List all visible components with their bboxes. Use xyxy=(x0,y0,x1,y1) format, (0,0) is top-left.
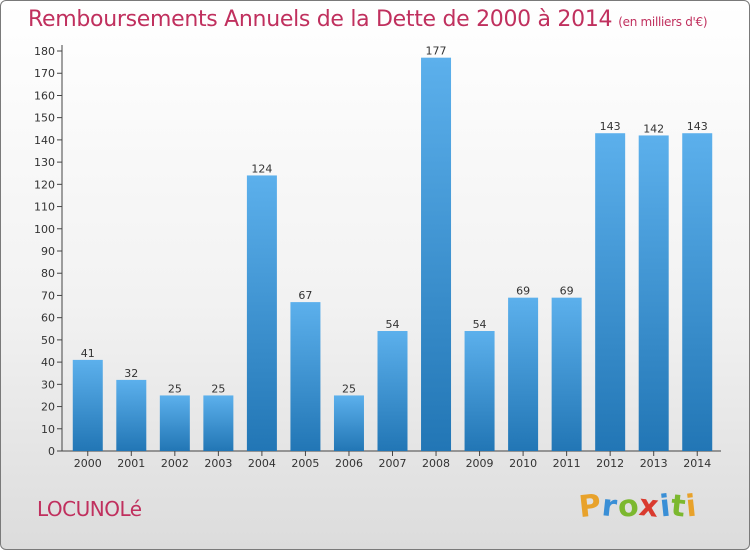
bar xyxy=(551,297,582,451)
y-tick-label: 30 xyxy=(41,378,55,391)
y-tick-label: 100 xyxy=(34,223,55,236)
x-tick-label: 2014 xyxy=(683,457,711,470)
x-tick-label: 2004 xyxy=(248,457,276,470)
bar-value-label: 143 xyxy=(600,120,621,133)
bar-value-label: 32 xyxy=(124,367,138,380)
y-tick-label: 10 xyxy=(41,423,55,436)
bar-value-label: 25 xyxy=(211,382,225,395)
x-tick-label: 2005 xyxy=(291,457,319,470)
x-tick-label: 2008 xyxy=(422,457,450,470)
bar-value-label: 41 xyxy=(81,347,95,360)
x-tick-label: 2003 xyxy=(204,457,232,470)
bar xyxy=(682,133,713,451)
bar xyxy=(116,379,147,451)
bar xyxy=(421,57,452,452)
logo-letter: i xyxy=(684,488,700,525)
bar xyxy=(377,331,408,451)
bar xyxy=(246,175,277,451)
bar-value-label: 142 xyxy=(643,122,664,135)
x-tick-label: 2011 xyxy=(553,457,581,470)
y-tick-label: 0 xyxy=(48,445,55,458)
x-tick-label: 2010 xyxy=(509,457,537,470)
bar-value-label: 54 xyxy=(386,318,400,331)
x-tick-label: 2013 xyxy=(640,457,668,470)
x-tick-label: 2012 xyxy=(596,457,624,470)
x-tick-label: 2001 xyxy=(117,457,145,470)
x-tick-label: 2009 xyxy=(466,457,494,470)
bar-chart: 0 10 20 30 40 50 60 70 80 90 100 110 120 130 140 150 160… xyxy=(34,45,721,470)
bar xyxy=(333,395,364,451)
bar xyxy=(290,302,321,451)
bar-value-label: 54 xyxy=(473,318,487,331)
bar-value-label: 25 xyxy=(168,382,182,395)
y-tick-label: 180 xyxy=(34,45,55,58)
bar xyxy=(203,395,234,451)
bar xyxy=(595,133,626,451)
x-tick-label: 2002 xyxy=(161,457,189,470)
bar-value-label: 143 xyxy=(687,120,708,133)
y-tick-label: 160 xyxy=(34,89,55,102)
y-tick-label: 120 xyxy=(34,178,55,191)
proxiti-logo: Proxiti xyxy=(577,488,700,525)
x-tick-label: 2000 xyxy=(74,457,102,470)
y-tick-label: 60 xyxy=(41,312,55,325)
y-tick-label: 80 xyxy=(41,267,55,280)
bar-value-label: 124 xyxy=(251,162,272,175)
x-tick-label: 2006 xyxy=(335,457,363,470)
y-tick-label: 170 xyxy=(34,67,55,80)
bar xyxy=(72,359,103,451)
y-tick-label: 130 xyxy=(34,156,55,169)
bar xyxy=(159,395,190,451)
bar-value-label: 25 xyxy=(342,382,356,395)
commune-name: LOCUNOLé xyxy=(37,497,142,521)
y-tick-label: 20 xyxy=(41,401,55,414)
bar-value-label: 69 xyxy=(560,285,574,298)
y-tick-label: 50 xyxy=(41,334,55,347)
chart-title: Remboursements Annuels de la Dette de 20… xyxy=(28,7,708,32)
y-tick-label: 150 xyxy=(34,112,55,125)
x-tick-label: 2007 xyxy=(379,457,407,470)
bar xyxy=(638,135,669,451)
y-tick-label: 40 xyxy=(41,356,55,369)
y-tick-label: 110 xyxy=(34,201,55,214)
y-tick-label: 140 xyxy=(34,134,55,147)
bar-value-label: 67 xyxy=(298,289,312,302)
chart-title-text: Remboursements Annuels de la Dette de 20… xyxy=(28,7,613,32)
bar xyxy=(508,297,539,451)
y-tick-label: 90 xyxy=(41,245,55,258)
chart-subtitle: (en milliers d'€) xyxy=(618,15,708,29)
bar-value-label: 177 xyxy=(426,45,447,58)
y-tick-label: 70 xyxy=(41,289,55,302)
bar-value-label: 69 xyxy=(516,285,530,298)
bar xyxy=(464,331,495,451)
